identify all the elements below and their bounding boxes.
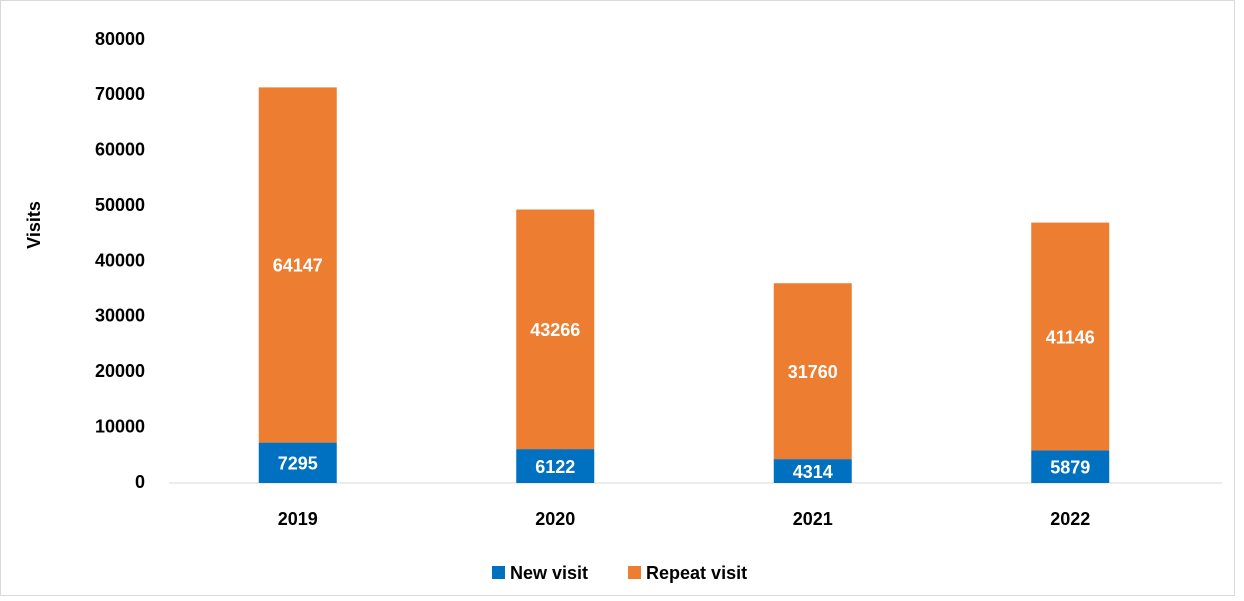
y-tick-label: 70000 xyxy=(95,84,145,104)
legend-swatch xyxy=(492,566,505,579)
y-tick-label: 30000 xyxy=(95,306,145,326)
y-axis-label: Visits xyxy=(24,201,44,249)
data-label: 41146 xyxy=(1046,327,1095,347)
bar-segment xyxy=(516,209,595,450)
y-tick-label: 50000 xyxy=(95,195,145,215)
legend-label: New visit xyxy=(510,563,588,583)
y-tick-label: 0 xyxy=(135,472,145,492)
y-tick-label: 20000 xyxy=(95,361,145,381)
x-tick-label: 2022 xyxy=(1050,509,1090,529)
x-tick-label: 2019 xyxy=(278,509,318,529)
data-label: 5879 xyxy=(1050,457,1090,477)
data-label: 7295 xyxy=(278,454,318,474)
bar-segment xyxy=(773,283,852,460)
data-label: 4314 xyxy=(793,462,833,482)
y-tick-label: 40000 xyxy=(95,250,145,270)
bar-segment xyxy=(773,459,852,483)
y-tick-label: 10000 xyxy=(95,416,145,436)
y-tick-label: 60000 xyxy=(95,140,145,160)
data-label: 43266 xyxy=(530,320,580,340)
bar-segment xyxy=(516,449,595,483)
y-tick-label: 80000 xyxy=(95,29,145,49)
x-tick-label: 2021 xyxy=(793,509,833,529)
bar-segment xyxy=(1031,450,1110,483)
bar-segment xyxy=(258,442,337,483)
data-label: 6122 xyxy=(535,457,575,477)
legend-label: Repeat visit xyxy=(646,563,747,583)
data-label: 64147 xyxy=(273,256,323,276)
legend-swatch xyxy=(628,566,642,579)
bar-segment xyxy=(258,87,337,443)
x-tick-label: 2020 xyxy=(535,509,575,529)
bar-segment xyxy=(1031,222,1110,451)
data-label: 31760 xyxy=(788,362,838,382)
